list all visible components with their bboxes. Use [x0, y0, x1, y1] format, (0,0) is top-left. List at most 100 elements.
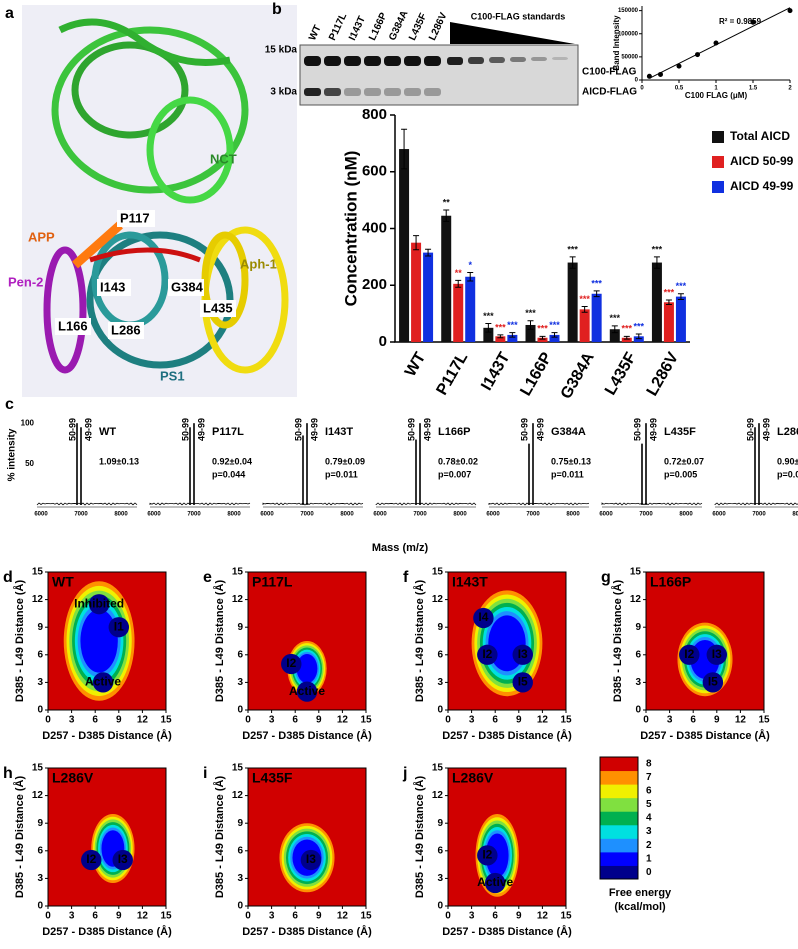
ratio-label: 0.78±0.02 [438, 456, 478, 466]
y-tick-label: 9 [237, 622, 243, 633]
state-minimum [296, 681, 318, 702]
significance: *** [610, 313, 621, 323]
x-tick-label: 15 [360, 911, 372, 922]
colorbar-segment [600, 838, 638, 853]
variant-label: L166P [438, 426, 470, 438]
label-box [97, 279, 131, 296]
y-tick-label: 15 [232, 567, 244, 578]
peak-label: 50-99 [293, 418, 303, 441]
bar [399, 149, 410, 342]
lane-label: WT [307, 24, 324, 43]
state-minimum [300, 849, 322, 871]
y-tick-label: 3 [37, 677, 43, 688]
y-axis-label: D385 - L49 Distance (Å) [13, 580, 26, 703]
pen2-helices [43, 246, 87, 374]
x-tick-label: 12 [137, 715, 149, 726]
panel-letter: b [272, 1, 282, 18]
bar [441, 215, 452, 342]
x-tick-label: 9 [316, 715, 322, 726]
landscape [48, 572, 166, 710]
x-tick-label: 8000 [453, 512, 467, 518]
error-bar [635, 333, 642, 340]
x-tick-label: 6000 [260, 512, 274, 518]
colorbar-tick-label: 0 [646, 867, 652, 878]
fit-line [649, 7, 791, 79]
y-axis-label: D385 - L49 Distance (Å) [611, 580, 624, 703]
y-tick-label: 12 [630, 594, 642, 605]
bar [549, 334, 560, 342]
y-tick-label: 3 [37, 873, 43, 884]
state-label: Active [289, 684, 325, 698]
landscape [448, 572, 566, 710]
colorbar-tick-label: 8 [646, 758, 652, 769]
y-tick-label: 6 [437, 649, 443, 660]
error-bar [467, 271, 474, 282]
state-minimum [108, 617, 130, 638]
x-tick-label: 8000 [340, 512, 354, 518]
significance: ** [443, 197, 451, 207]
variant-label: L435F [664, 426, 696, 438]
colorbar-segment [600, 757, 638, 772]
variant-label: G384A [551, 426, 586, 438]
blot-band [447, 57, 463, 65]
y-tick-label: 3 [437, 677, 443, 688]
peak-label: 49-99 [83, 418, 93, 441]
y-tick-label: 200 [362, 276, 387, 293]
bar [483, 327, 494, 342]
panel-letter: h [3, 765, 13, 782]
panel-letter: e [203, 569, 212, 586]
plot-frame [645, 571, 765, 711]
point [676, 63, 682, 69]
colorbar-tick-label: 5 [646, 799, 652, 810]
legend-label: AICD 50-99 [730, 154, 794, 168]
y-tick-label: 6 [237, 649, 243, 660]
state-label: I1 [114, 619, 124, 633]
bar [567, 262, 578, 342]
peak-label: 50-99 [519, 418, 529, 441]
significance: *** [652, 244, 663, 254]
point [750, 19, 756, 25]
legend-swatch [712, 181, 724, 193]
x-tick-label: 15 [560, 715, 572, 726]
ratio-label: 0.90±0.02 [777, 456, 798, 466]
error-bar [527, 320, 534, 330]
state-minimum [477, 644, 498, 665]
blot-band [324, 88, 341, 96]
panel-letter: i [203, 765, 207, 782]
significance: *** [483, 311, 494, 321]
x-tick-label: L435F [602, 349, 640, 398]
y-tick-label: 9 [437, 622, 443, 633]
spectrum-baseline [488, 502, 590, 506]
x-tick-label: WT [402, 349, 429, 379]
state-minimum [81, 849, 102, 871]
x-tick-label: 12 [735, 715, 747, 726]
colorbar-segment [600, 851, 638, 866]
x-tick-label: 6 [492, 911, 498, 922]
x-tick-label: 1 [714, 86, 718, 92]
bar [633, 336, 644, 342]
y-tick-label: 100 [21, 418, 35, 427]
label-box [168, 279, 204, 296]
nct-helices [146, 96, 234, 204]
x-tick-label: I143T [478, 349, 513, 393]
point [695, 52, 700, 58]
significance: *** [549, 320, 560, 330]
error-bar [401, 128, 408, 170]
structure-label: NCT [210, 151, 237, 166]
x-axis-label: Mass (m/z) [372, 542, 429, 554]
x-tick-label: P117L [433, 349, 471, 398]
structure [43, 18, 289, 374]
legend-label: Total AICD [730, 129, 790, 143]
significance: *** [676, 281, 687, 291]
plot-frame [447, 767, 567, 907]
app-helix [72, 221, 123, 269]
x-tick-label: 2 [788, 86, 792, 92]
landscape [48, 768, 166, 906]
significance: *** [634, 321, 645, 331]
legend-swatch [712, 131, 724, 143]
variant-label: L286V [777, 426, 798, 438]
x-tick-label: 3 [667, 715, 673, 726]
panel-letter: f [403, 569, 409, 586]
y-axis-label: Concentration (nM) [341, 151, 360, 307]
mutation-sites [89, 247, 201, 263]
